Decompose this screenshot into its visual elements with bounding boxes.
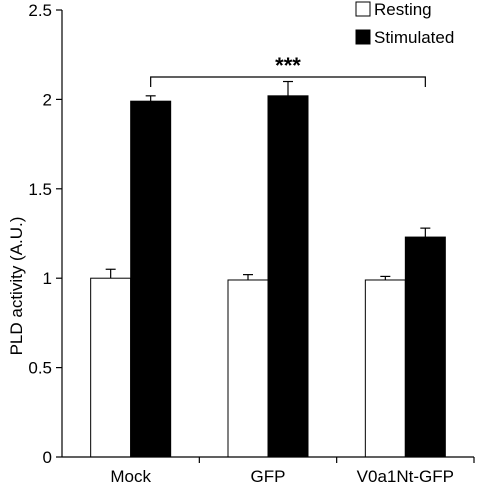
y-tick-label: 2 — [43, 90, 52, 109]
significance-bracket: *** — [150, 53, 426, 87]
y-axis-title: PLD activity (A.U.) — [7, 217, 26, 356]
bar-resting — [90, 277, 132, 458]
category-labels-layer: Mock GFP V0a1Nt-GFP — [110, 457, 475, 486]
bar-stimulated — [404, 236, 446, 458]
y-tick-label: 2.5 — [28, 1, 52, 20]
legend-label-resting: Resting — [374, 0, 432, 19]
category-label: Mock — [110, 467, 151, 486]
bar-resting — [227, 279, 269, 458]
axes-layer — [61, 10, 474, 458]
error-bars-layer — [105, 80, 431, 280]
bar-resting — [364, 279, 406, 458]
bar-stimulated — [130, 100, 172, 458]
y-ticks-layer: 0 0.5 1 1.5 2 2.5 — [28, 1, 62, 467]
legend: Resting Stimulated — [355, 0, 454, 47]
significance-label: *** — [275, 53, 301, 78]
y-tick-label: 1 — [43, 269, 52, 288]
legend-swatch-stimulated — [355, 29, 371, 45]
category-label: V0a1Nt-GFP — [357, 467, 454, 486]
legend-swatch-resting — [355, 1, 371, 17]
bar-stimulated — [267, 95, 309, 458]
category-label: GFP — [251, 467, 286, 486]
y-tick-label: 1.5 — [28, 180, 52, 199]
significance-bracket-line — [150, 76, 426, 87]
legend-label-stimulated: Stimulated — [374, 28, 454, 47]
y-tick-label: 0.5 — [28, 359, 52, 378]
y-tick-label: 0 — [43, 448, 52, 467]
bars-layer — [90, 95, 446, 458]
